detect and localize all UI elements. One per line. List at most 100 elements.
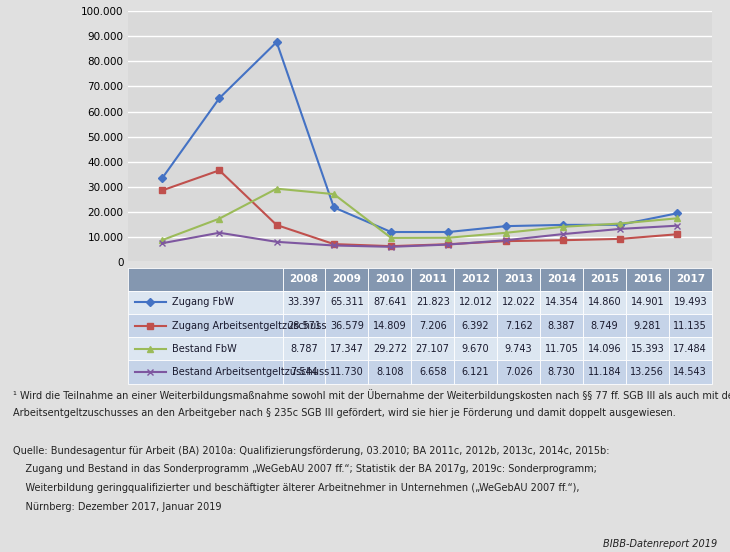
Text: 6.392: 6.392 <box>462 321 490 331</box>
Text: 7.026: 7.026 <box>504 367 532 377</box>
Bar <box>583 314 626 337</box>
Text: 17.484: 17.484 <box>673 344 707 354</box>
Text: 8.730: 8.730 <box>548 367 575 377</box>
Text: 2011: 2011 <box>418 274 447 284</box>
Text: Nürnberg: Dezember 2017, Januar 2019: Nürnberg: Dezember 2017, Januar 2019 <box>13 502 222 512</box>
Text: ¹ Wird die Teilnahme an einer Weiterbildungsmaßnahme sowohl mit der Übernahme de: ¹ Wird die Teilnahme an einer Weiterbild… <box>13 389 730 401</box>
Text: 2015: 2015 <box>590 274 619 284</box>
Bar <box>411 314 454 337</box>
Bar <box>283 268 326 291</box>
Text: 11.730: 11.730 <box>330 367 364 377</box>
Text: 7.544: 7.544 <box>290 367 318 377</box>
Bar <box>583 291 626 314</box>
Text: 8.787: 8.787 <box>290 344 318 354</box>
Bar <box>540 360 583 384</box>
Text: 87.641: 87.641 <box>373 298 407 307</box>
Text: Zugang Arbeitsentgeltzuschuss: Zugang Arbeitsentgeltzuschuss <box>172 321 326 331</box>
Bar <box>497 291 540 314</box>
Text: 2008: 2008 <box>290 274 318 284</box>
Text: Bestand Arbeitsentgeltzuschuss: Bestand Arbeitsentgeltzuschuss <box>172 367 328 377</box>
Bar <box>583 337 626 360</box>
Text: 65.311: 65.311 <box>330 298 364 307</box>
Bar <box>326 268 369 291</box>
Bar <box>540 291 583 314</box>
Bar <box>626 314 669 337</box>
Text: 14.901: 14.901 <box>631 298 664 307</box>
Bar <box>411 337 454 360</box>
Text: Zugang und Bestand in das Sonderprogramm „WeGebAU 2007 ff.“; Statistik der BA 20: Zugang und Bestand in das Sonderprogramm… <box>13 464 597 475</box>
Bar <box>454 291 497 314</box>
Bar <box>626 268 669 291</box>
Bar <box>128 337 283 360</box>
Text: Weiterbildung geringqualifizierter und beschäftigter älterer Arbeitnehmer in Unt: Weiterbildung geringqualifizierter und b… <box>13 484 580 493</box>
Text: 12.022: 12.022 <box>502 298 536 307</box>
Text: Quelle: Bundesagentur für Arbeit (BA) 2010a: Qualifizierungsförderung, 03.2010; : Quelle: Bundesagentur für Arbeit (BA) 20… <box>13 445 610 455</box>
Bar <box>540 314 583 337</box>
Bar <box>454 337 497 360</box>
Text: 14.809: 14.809 <box>373 321 407 331</box>
Text: 33.397: 33.397 <box>287 298 321 307</box>
Bar <box>669 291 712 314</box>
Text: 14.354: 14.354 <box>545 298 578 307</box>
Text: 14.543: 14.543 <box>673 367 707 377</box>
Bar <box>369 337 411 360</box>
Text: 2012: 2012 <box>461 274 490 284</box>
Bar <box>540 268 583 291</box>
Text: BIBB-Datenreport 2019: BIBB-Datenreport 2019 <box>602 539 717 549</box>
Bar <box>626 360 669 384</box>
Text: 2010: 2010 <box>375 274 404 284</box>
Bar <box>497 360 540 384</box>
Text: Arbeitsentgeltzuschusses an den Arbeitgeber nach § 235c SGB III gefördert, wird : Arbeitsentgeltzuschusses an den Arbeitge… <box>13 408 676 418</box>
Text: 17.347: 17.347 <box>330 344 364 354</box>
Text: 14.096: 14.096 <box>588 344 621 354</box>
Bar <box>369 268 411 291</box>
Text: Zugang FbW: Zugang FbW <box>172 298 234 307</box>
Text: 14.860: 14.860 <box>588 298 621 307</box>
Text: 11.135: 11.135 <box>673 321 707 331</box>
Text: 7.162: 7.162 <box>504 321 532 331</box>
Bar <box>626 291 669 314</box>
Bar <box>326 360 369 384</box>
Bar <box>669 337 712 360</box>
Text: 11.184: 11.184 <box>588 367 621 377</box>
Bar <box>411 360 454 384</box>
Bar <box>583 268 626 291</box>
Text: 8.387: 8.387 <box>548 321 575 331</box>
Text: 19.493: 19.493 <box>674 298 707 307</box>
Text: 2014: 2014 <box>547 274 576 284</box>
Bar <box>283 360 326 384</box>
Text: 7.206: 7.206 <box>419 321 447 331</box>
Bar <box>626 337 669 360</box>
Bar <box>283 314 326 337</box>
Text: 36.579: 36.579 <box>330 321 364 331</box>
Bar <box>669 360 712 384</box>
Bar <box>369 291 411 314</box>
Bar <box>283 337 326 360</box>
Text: 28.571: 28.571 <box>287 321 321 331</box>
Text: 13.256: 13.256 <box>631 367 664 377</box>
Text: 27.107: 27.107 <box>416 344 450 354</box>
Bar <box>128 291 283 314</box>
Bar <box>369 360 411 384</box>
Bar <box>128 314 283 337</box>
Text: 11.705: 11.705 <box>545 344 578 354</box>
Text: 2009: 2009 <box>332 274 361 284</box>
Text: 8.108: 8.108 <box>376 367 404 377</box>
Bar <box>583 360 626 384</box>
Bar <box>497 314 540 337</box>
Text: 2013: 2013 <box>504 274 533 284</box>
Text: 6.658: 6.658 <box>419 367 447 377</box>
Bar <box>540 337 583 360</box>
Bar <box>128 268 283 291</box>
Bar <box>669 314 712 337</box>
Text: 2017: 2017 <box>676 274 705 284</box>
Bar <box>326 291 369 314</box>
Bar <box>497 337 540 360</box>
Bar <box>326 337 369 360</box>
Text: 9.743: 9.743 <box>504 344 532 354</box>
Bar <box>669 268 712 291</box>
Text: Bestand FbW: Bestand FbW <box>172 344 237 354</box>
Text: 2016: 2016 <box>633 274 662 284</box>
Bar <box>411 291 454 314</box>
Bar <box>497 268 540 291</box>
